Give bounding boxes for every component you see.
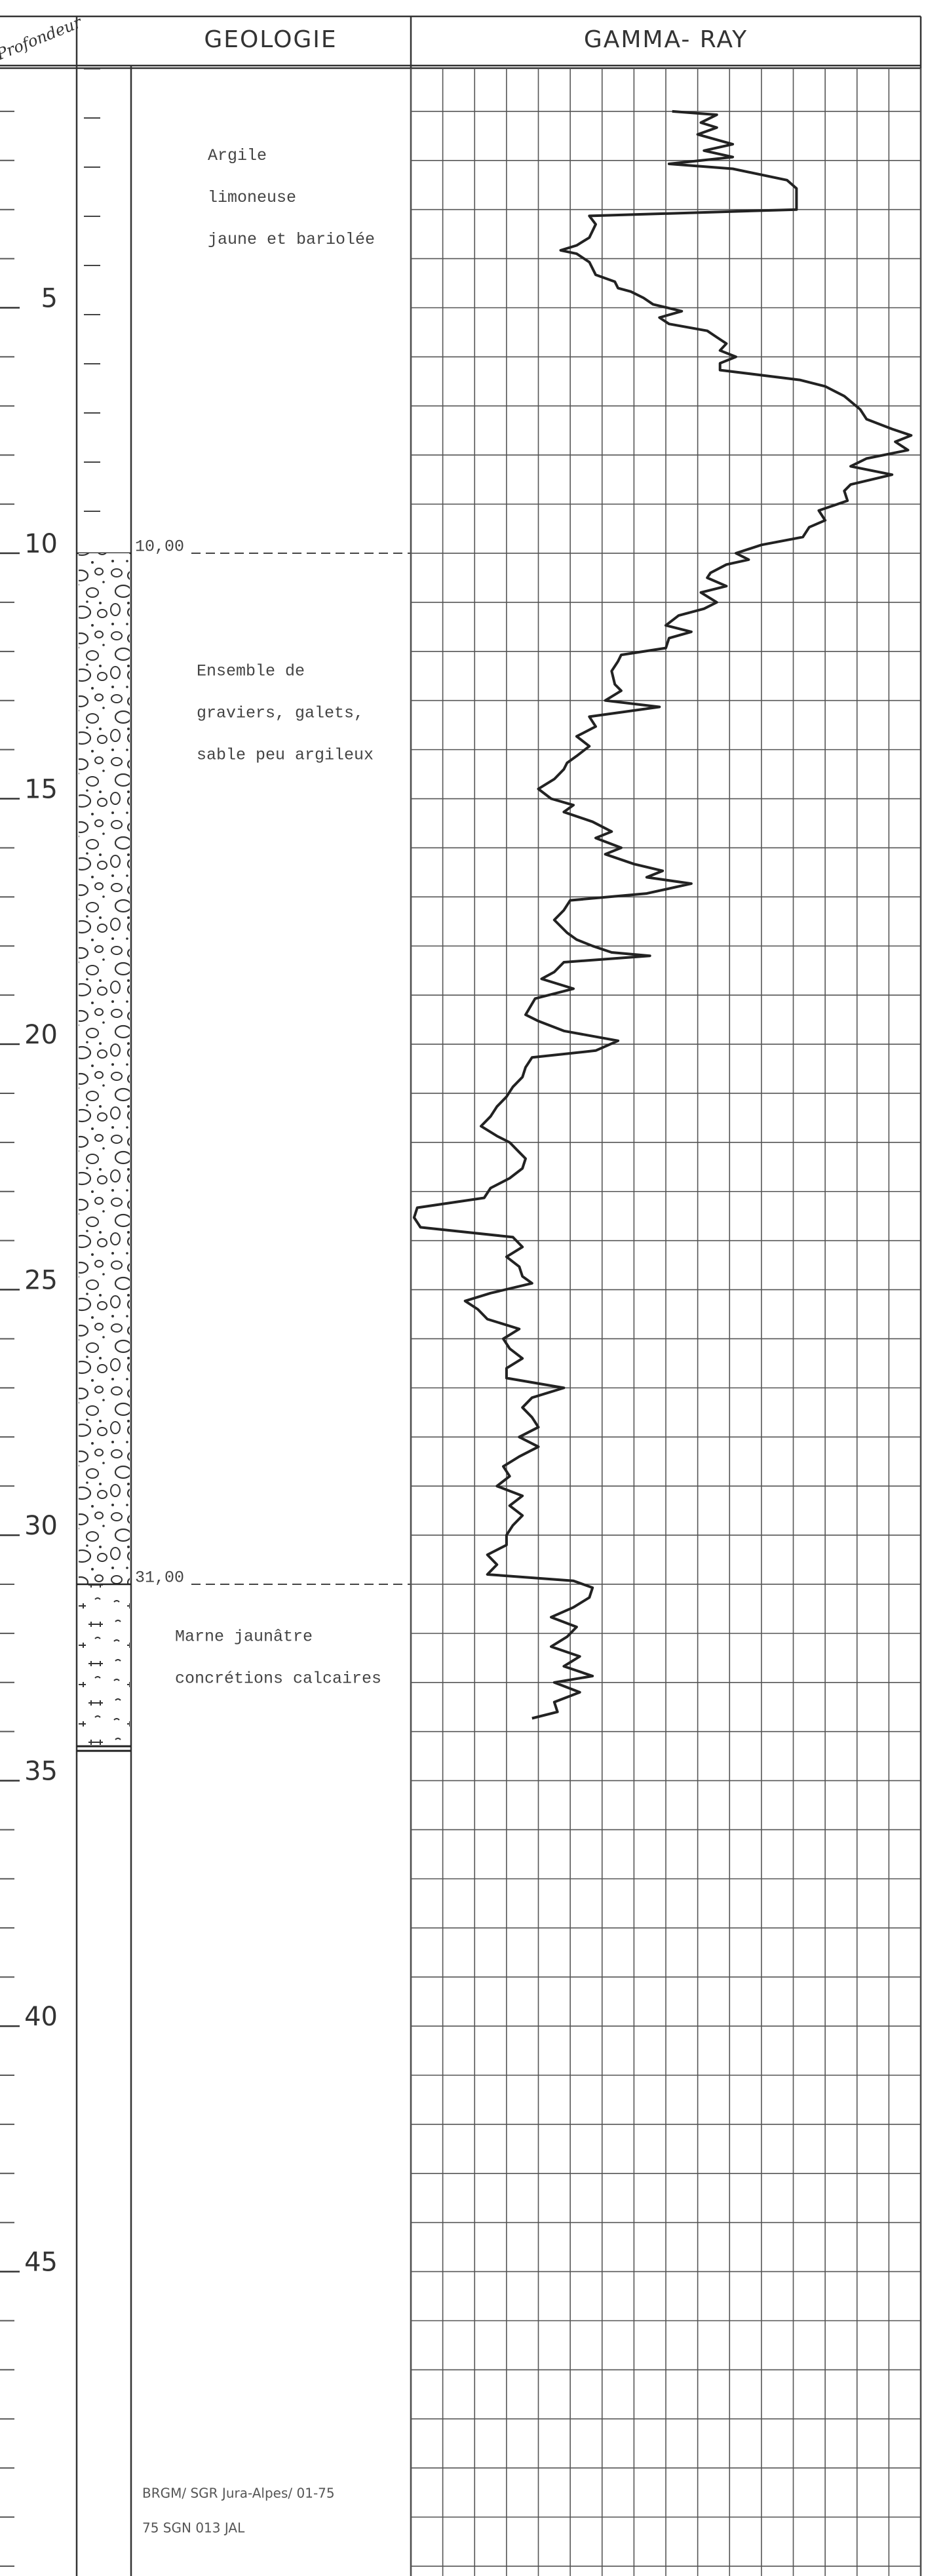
depth-tick-label: 20 xyxy=(24,1020,58,1050)
footer-text: BRGM/ SGR Jura-Alpes/ 01-75 xyxy=(142,2486,335,2501)
depth-tick-label: 40 xyxy=(24,2002,58,2032)
footer-text: 75 SGN 013 JAL xyxy=(142,2520,245,2536)
layer-description: sable peu argileux xyxy=(197,745,374,764)
layer-description: Marne jaunâtre xyxy=(175,1628,313,1647)
lithology-layer xyxy=(79,1584,130,1746)
layer-description: limoneuse xyxy=(208,188,296,207)
page: Profondeur GEOLOGIE GAMMA- RAY 10,00 Argi… xyxy=(0,0,926,2576)
depth-tick-label: 25 xyxy=(24,1266,58,1296)
frame xyxy=(0,16,921,2576)
well-log: Profondeur GEOLOGIE GAMMA- RAY 10,00 Argi… xyxy=(0,0,926,2576)
lithology-layer xyxy=(79,553,130,1584)
layer-base-label: 10,00 xyxy=(135,537,184,556)
layer-description: graviers, galets, xyxy=(197,703,364,722)
layer-base-label: 31,00 xyxy=(135,1569,184,1588)
depth-header: Profondeur xyxy=(0,12,85,64)
depth-tick-label: 35 xyxy=(24,1757,58,1787)
layer-description: concrétions calcaires xyxy=(175,1669,381,1688)
depth-tick-label: 30 xyxy=(24,1511,58,1541)
depth-tick-label: 10 xyxy=(24,529,58,559)
lithology-layer xyxy=(79,62,130,553)
layer-description: Argile xyxy=(208,146,267,165)
layer-description: jaune et bariolée xyxy=(208,230,375,249)
gamma-header: GAMMA- RAY xyxy=(584,26,748,53)
geology-header: GEOLOGIE xyxy=(204,26,337,53)
layer-description: Ensemble de xyxy=(197,661,305,680)
depth-tick-label: 5 xyxy=(41,284,58,314)
gamma-ray-curve xyxy=(414,111,912,1719)
depth-tick-label: 15 xyxy=(24,775,58,805)
depth-tick-label: 45 xyxy=(24,2248,58,2278)
